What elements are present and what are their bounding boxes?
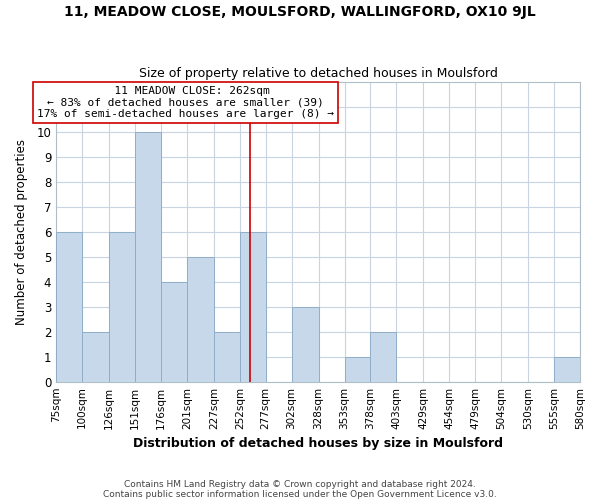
Text: Contains HM Land Registry data © Crown copyright and database right 2024.
Contai: Contains HM Land Registry data © Crown c…: [103, 480, 497, 499]
Y-axis label: Number of detached properties: Number of detached properties: [15, 139, 28, 325]
Bar: [56, 232, 82, 382]
Bar: [554, 356, 580, 382]
X-axis label: Distribution of detached houses by size in Moulsford: Distribution of detached houses by size …: [133, 437, 503, 450]
Bar: [109, 232, 135, 382]
Bar: [292, 307, 319, 382]
Bar: [161, 282, 187, 382]
Bar: [187, 257, 214, 382]
Bar: [82, 332, 109, 382]
Text: 11 MEADOW CLOSE: 262sqm
← 83% of detached houses are smaller (39)
17% of semi-de: 11 MEADOW CLOSE: 262sqm ← 83% of detache…: [37, 86, 334, 119]
Bar: [240, 232, 266, 382]
Bar: [344, 356, 370, 382]
Bar: [214, 332, 240, 382]
Bar: [370, 332, 397, 382]
Title: Size of property relative to detached houses in Moulsford: Size of property relative to detached ho…: [139, 66, 497, 80]
Bar: [135, 132, 161, 382]
Text: 11, MEADOW CLOSE, MOULSFORD, WALLINGFORD, OX10 9JL: 11, MEADOW CLOSE, MOULSFORD, WALLINGFORD…: [64, 5, 536, 19]
